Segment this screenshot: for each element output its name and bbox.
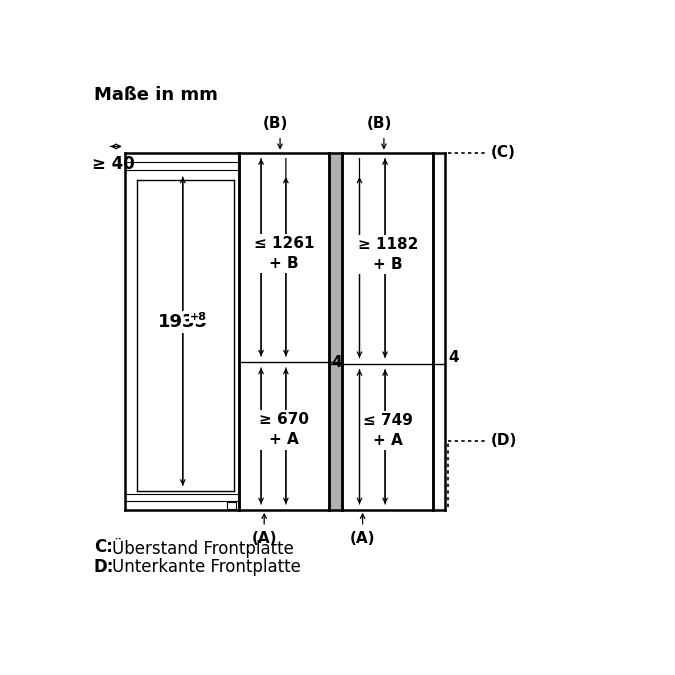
Text: Maße in mm: Maße in mm <box>94 86 217 105</box>
Text: ≤ 749
+ A: ≤ 749 + A <box>363 413 412 448</box>
Bar <box>227 502 236 509</box>
Text: +8: +8 <box>190 313 207 323</box>
Text: ≥ 1182
+ B: ≥ 1182 + B <box>358 237 418 271</box>
Text: (A): (A) <box>251 531 277 547</box>
Text: ≤ 1261
+ B: ≤ 1261 + B <box>254 236 314 271</box>
Text: 4: 4 <box>331 355 342 371</box>
Text: (A): (A) <box>350 531 375 547</box>
Text: C:: C: <box>94 537 113 556</box>
Text: D:: D: <box>94 558 114 576</box>
Text: 4: 4 <box>448 350 458 365</box>
Text: (D): (D) <box>491 433 518 448</box>
Text: Überstand Frontplatte: Überstand Frontplatte <box>111 537 294 558</box>
Text: Unterkante Frontplatte: Unterkante Frontplatte <box>111 558 300 576</box>
Text: 1935: 1935 <box>158 313 208 331</box>
Text: ≥ 40: ≥ 40 <box>92 155 135 173</box>
Text: (C): (C) <box>491 145 516 160</box>
Text: ≥ 670
+ A: ≥ 670 + A <box>259 412 309 448</box>
Text: (B): (B) <box>367 116 392 131</box>
Text: (B): (B) <box>263 116 288 131</box>
